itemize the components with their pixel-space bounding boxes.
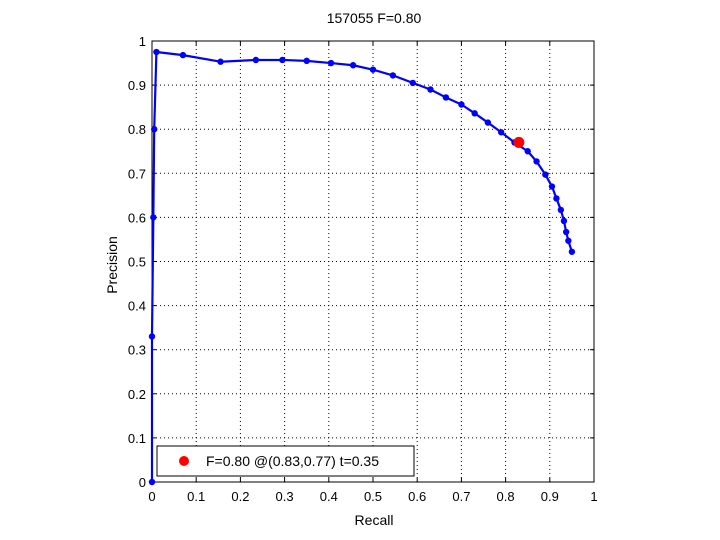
pr-curve-point xyxy=(427,86,434,93)
x-axis-ticks: 0 0.1 0.2 0.3 0.4 0.5 0.6 0.7 0.8 0.9 1 xyxy=(148,41,598,504)
pr-curve-point xyxy=(151,126,158,133)
x-tick-label: 0.5 xyxy=(364,489,382,504)
grid-lines xyxy=(152,41,594,482)
y-axis-label: Precision xyxy=(104,236,120,294)
pr-curve-point xyxy=(458,101,465,108)
y-tick-label: 0.4 xyxy=(128,299,146,314)
y-tick-label: 0.9 xyxy=(128,78,146,93)
chart-title: 157055 F=0.80 xyxy=(327,10,422,26)
y-tick-label: 0.5 xyxy=(128,255,146,270)
pr-curve-point xyxy=(303,57,310,65)
y-tick-label: 0.6 xyxy=(128,210,146,225)
pr-curve-point xyxy=(553,195,560,202)
legend: F=0.80 @(0.83,0.77) t=0.35 xyxy=(156,445,415,477)
x-tick-label: 0.8 xyxy=(497,489,515,504)
pr-curve-point xyxy=(148,333,156,340)
pr-curve-point xyxy=(150,214,157,221)
pr-curve-point xyxy=(252,56,260,64)
pr-curve-point xyxy=(349,62,357,69)
pr-curve-point xyxy=(153,48,160,56)
series-layer xyxy=(148,48,576,486)
pr-curve-point xyxy=(148,478,156,486)
x-axis-label: Recall xyxy=(355,512,394,528)
x-tick-label: 0.7 xyxy=(452,489,470,504)
y-tick-label: 0.1 xyxy=(128,431,146,446)
pr-curve-point xyxy=(542,171,549,178)
pr-curve-point xyxy=(279,56,286,64)
legend-marker xyxy=(179,456,189,466)
y-tick-label: 0.2 xyxy=(128,387,146,402)
pr-curve-point xyxy=(327,59,335,67)
pr-curve-point xyxy=(389,72,397,79)
pr-curve-point xyxy=(548,183,556,190)
y-tick-label: 0 xyxy=(139,475,146,490)
pr-curve-point xyxy=(442,94,450,101)
pr-curve-point xyxy=(557,206,565,214)
legend-box xyxy=(156,445,415,477)
pr-curve-point xyxy=(562,228,570,236)
x-tick-label: 0.9 xyxy=(541,489,559,504)
pr-curve-point xyxy=(533,158,540,165)
pr-curve-point xyxy=(568,248,576,255)
pr-curve-point xyxy=(560,217,568,225)
pr-curve-point xyxy=(497,129,505,136)
pr-curve-point xyxy=(524,148,531,155)
x-tick-label: 1 xyxy=(590,489,597,504)
y-tick-label: 0.7 xyxy=(128,166,146,181)
x-tick-label: 0.2 xyxy=(231,489,249,504)
y-tick-label: 0.3 xyxy=(128,343,146,358)
pr-curve-point xyxy=(179,51,187,59)
x-tick-label: 0.4 xyxy=(320,489,338,504)
y-tick-label: 1 xyxy=(139,34,146,49)
pr-curve-point xyxy=(471,110,478,117)
y-tick-label: 0.8 xyxy=(128,122,146,137)
pr-curve-point xyxy=(484,119,492,126)
legend-label: F=0.80 @(0.83,0.77) t=0.35 xyxy=(206,453,379,469)
pr-curve-point xyxy=(369,66,377,73)
y-axis-ticks: 0 0.1 0.2 0.3 0.4 0.5 0.6 0.7 0.8 0.9 1 xyxy=(128,34,594,490)
pr-curve-point xyxy=(565,237,572,244)
x-tick-label: 0 xyxy=(148,489,155,504)
best-f-point xyxy=(513,136,525,148)
x-tick-label: 0.3 xyxy=(276,489,294,504)
pr-curve-point xyxy=(217,58,224,65)
pr-curve-point xyxy=(409,79,416,87)
x-tick-label: 0.1 xyxy=(187,489,205,504)
x-tick-label: 0.6 xyxy=(408,489,426,504)
